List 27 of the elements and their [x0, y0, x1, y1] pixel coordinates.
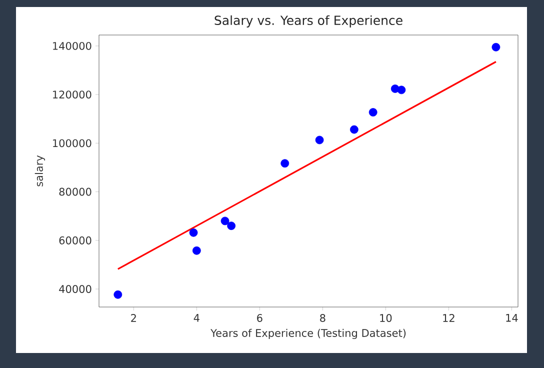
x-tick-label: 4 — [194, 314, 200, 322]
point — [280, 159, 290, 168]
point — [227, 222, 236, 230]
y-axis-title: salary — [34, 155, 46, 186]
y-tick-label: 120000 — [53, 90, 92, 99]
x-tick-label: 8 — [320, 314, 326, 322]
x-tick-label: 2 — [131, 314, 136, 322]
point — [397, 86, 406, 94]
x-tick-label: 10 — [380, 314, 392, 322]
point — [220, 216, 230, 226]
point — [492, 42, 500, 52]
point — [368, 108, 378, 116]
point — [315, 136, 324, 144]
y-tick-label: 40000 — [59, 285, 92, 293]
point — [350, 125, 358, 134]
x-tick-label: 12 — [443, 314, 454, 322]
y-tick-label: 140000 — [53, 42, 92, 50]
point — [192, 246, 201, 255]
chart-title: Salary vs. Years of Experience — [214, 15, 402, 28]
point — [114, 290, 122, 299]
x-tick-label: 6 — [257, 314, 262, 322]
point — [189, 228, 198, 237]
y-tick-label: 60000 — [59, 236, 92, 244]
x-axis-title: Years of Experience (Testing Dataset) — [210, 328, 406, 339]
x-tick-label: 14 — [506, 314, 518, 322]
y-tick-label: 80000 — [59, 188, 92, 196]
y-tick-label: 100000 — [53, 139, 92, 148]
